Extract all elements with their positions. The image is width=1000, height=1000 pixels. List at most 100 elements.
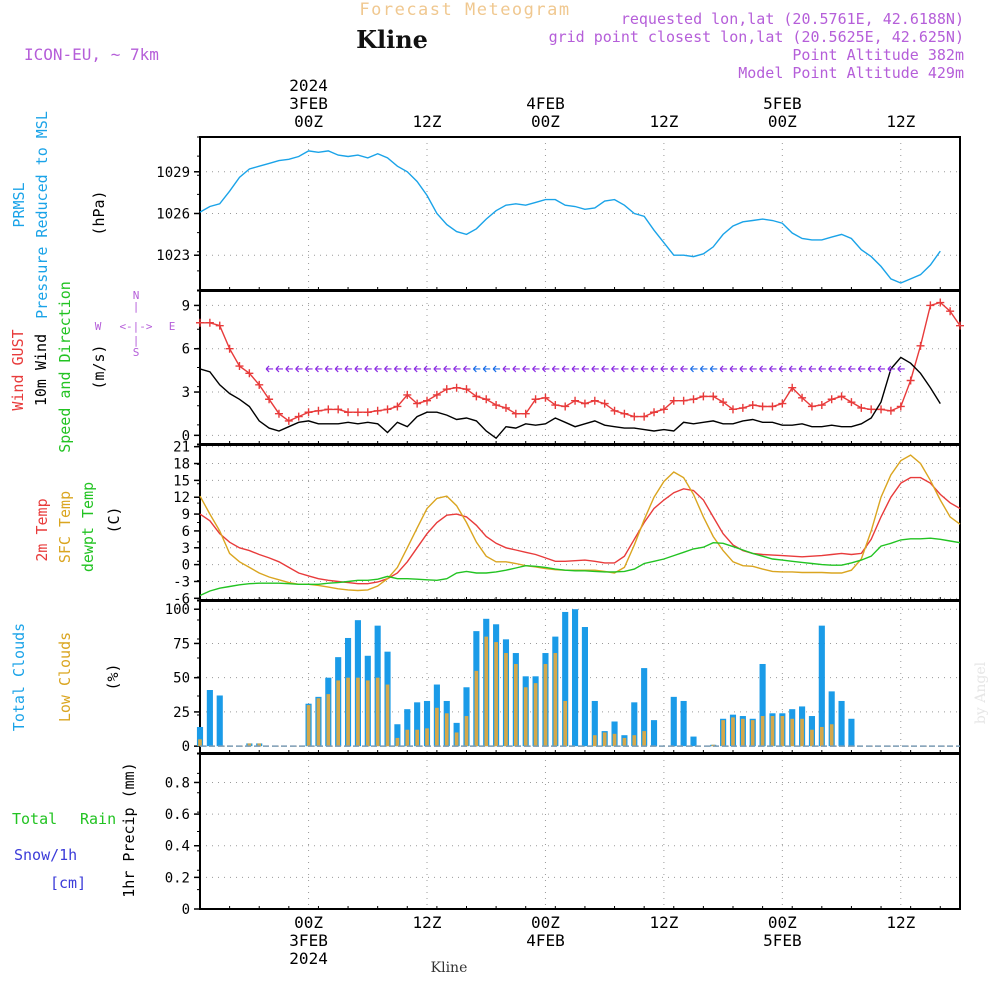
gust-marker [600, 399, 609, 408]
total-cloud-bar [631, 702, 638, 747]
info-line-2: grid point closest lon,lat (20.5625E, 42… [549, 28, 964, 46]
wind-direction-arrow [778, 365, 787, 373]
gust-marker [788, 383, 797, 392]
wind-direction-arrow [749, 365, 757, 373]
bottom-time-label: 2024 [289, 949, 328, 968]
total-cloud-bar [216, 695, 223, 747]
gust-marker [521, 409, 530, 418]
y-tick-label: 1026 [156, 207, 190, 223]
wind-direction-arrow [512, 365, 520, 373]
low-cloud-bar [504, 653, 508, 747]
gust-marker [541, 393, 550, 402]
gust-marker [679, 396, 688, 405]
pressure-panel: 1023 1026 1029 [156, 136, 961, 291]
gust-marker [373, 406, 382, 415]
y-tick-label: 9 [182, 507, 190, 523]
gust-marker [630, 412, 639, 421]
gust-marker [709, 392, 718, 401]
gust-marker [363, 408, 372, 417]
low-cloud-bar [642, 731, 646, 747]
model-label: ICON-EU, ~ 7km [24, 45, 159, 64]
low-cloud-bar [494, 642, 498, 747]
top-time-label: 12Z [649, 112, 678, 131]
gust-marker [205, 318, 214, 327]
precip-labels: Total Rain Snow/1h [cm] 1hr Precip (mm) [12, 762, 138, 897]
wind-direction-arrow [798, 365, 807, 373]
total-cloud-bar [404, 709, 411, 747]
wind-dir-label: Speed and Direction [56, 281, 74, 453]
low-cloud-bar [731, 717, 735, 747]
total-cloud-bar [196, 726, 204, 747]
2m-temp-line [199, 476, 961, 585]
y-tick-label: 0.2 [165, 870, 190, 886]
gust-marker [877, 405, 886, 414]
gust-marker [580, 399, 589, 408]
wind-direction-arrow [265, 365, 274, 373]
wind-direction-arrow [551, 365, 560, 373]
gust-marker [650, 408, 659, 417]
pressure-name: PRMSL [10, 182, 28, 227]
low-cloud-bar [257, 743, 262, 747]
compass-e: E [169, 320, 176, 333]
precip-frame [199, 753, 961, 910]
total-cloud-bar [394, 724, 401, 747]
svg-text:|: | [133, 300, 140, 313]
y-tick-label: 21 [173, 440, 190, 456]
wind-direction-arrow [719, 365, 728, 373]
gust-marker [245, 369, 254, 378]
y-tick-label: 0.8 [165, 775, 190, 791]
wind-direction-arrow [324, 365, 333, 373]
pressure-labels: PRMSL Pressure Reduced to MSL (hPa) [10, 111, 108, 319]
wind-direction-arrow [433, 365, 441, 373]
low-cloud-bar [543, 663, 548, 747]
y-tick-label: 3 [182, 385, 190, 401]
y-tick-label: 15 [173, 473, 190, 489]
wind-direction-arrow [828, 365, 836, 373]
gust-marker [728, 405, 737, 414]
wind-direction-arrow [788, 365, 797, 373]
low-cloud-bar [721, 720, 725, 747]
wind-direction-arrow [403, 365, 412, 373]
wind-direction-arrow [660, 365, 668, 373]
low-cloud-bar [198, 739, 202, 747]
wind-direction-arrow [838, 365, 846, 373]
gust-marker [472, 392, 481, 401]
total-cloud-bar [581, 627, 588, 747]
wind-direction-arrow [759, 365, 767, 373]
gust-marker [916, 341, 925, 350]
wind-direction-arrow [571, 365, 580, 373]
wind-direction-arrow [769, 365, 777, 373]
total-cloud-bar [591, 700, 598, 747]
low-cloud-bar [829, 724, 834, 747]
low-cloud-bar [790, 718, 795, 747]
low-cloud-bar [780, 716, 785, 747]
gust-marker [324, 405, 333, 414]
info-line-3: Point Altitude 382m [792, 46, 964, 64]
gust-marker [896, 402, 905, 411]
gust-marker [748, 401, 757, 410]
10m-wind-line [199, 356, 941, 440]
gust-marker [501, 403, 510, 412]
pressure-line [199, 150, 941, 284]
y-tick-label: 1023 [156, 248, 190, 264]
gust-marker [393, 402, 402, 411]
gust-marker [353, 408, 362, 417]
y-tick-label: 0 [182, 428, 190, 444]
gust-marker [482, 395, 491, 404]
precip-unit: 1hr Precip (mm) [120, 762, 138, 897]
y-tick-label: 100 [165, 602, 190, 618]
watermark: by Angel [973, 661, 989, 724]
chart-title: Kline [356, 25, 428, 54]
gust-marker [936, 298, 945, 307]
y-tick-label: 12 [173, 490, 190, 506]
gust-marker [827, 395, 836, 404]
gust-marker [442, 385, 451, 394]
wind-direction-arrow [295, 365, 303, 373]
total-cloud-bar [414, 702, 421, 747]
gust-marker [284, 416, 293, 425]
gust-marker [906, 376, 915, 385]
low-cloud-bar [612, 733, 617, 747]
wind-direction-arrow [620, 365, 629, 373]
temp-2m-label: 2m Temp [33, 498, 51, 561]
bottom-time-label: 00Z [294, 913, 323, 932]
